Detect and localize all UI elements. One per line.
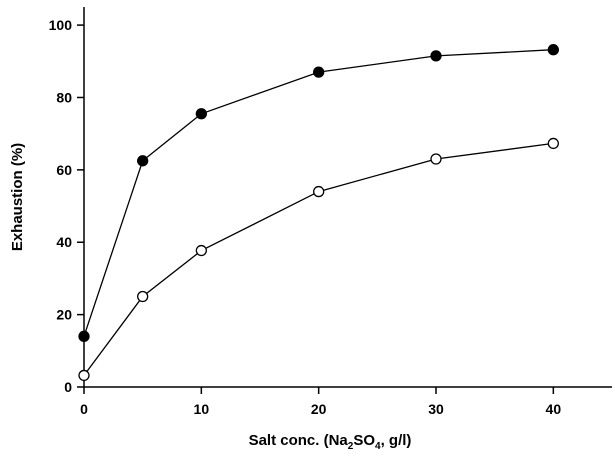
series-group <box>78 44 559 382</box>
y-tick-label: 60 <box>56 162 72 178</box>
x-tick-label: 40 <box>546 401 562 417</box>
plot-area: 0 20 40 60 80 100 0 10 20 30 40 <box>49 7 612 417</box>
y-tick-label: 20 <box>56 307 72 323</box>
x-tick-label: 20 <box>311 401 327 417</box>
x-ticks: 0 10 20 30 40 <box>80 387 561 417</box>
x-tick-label: 0 <box>80 401 88 417</box>
series-2-point <box>195 244 207 257</box>
x-tick-label: 30 <box>428 401 444 417</box>
y-tick-label: 40 <box>56 234 72 250</box>
series-1-point <box>313 66 325 78</box>
y-tick-label: 80 <box>56 89 72 105</box>
series-2-point <box>137 290 149 303</box>
series-2-point <box>430 153 442 165</box>
y-axis-title: Exhaustion (%) <box>9 143 26 251</box>
series-2-point <box>78 369 90 382</box>
series-2-point <box>547 137 559 150</box>
x-axis-title: Salt conc. (Na2SO4, g/l) <box>249 432 412 452</box>
series-1-point <box>547 44 559 56</box>
x-tick-label: 10 <box>194 401 210 417</box>
series-1-point <box>195 108 207 120</box>
y-tick-label: 100 <box>49 17 73 33</box>
y-tick-label: 0 <box>64 379 72 395</box>
series-1-line <box>83 49 554 337</box>
series-1-point <box>430 50 442 62</box>
y-ticks: 0 20 40 60 80 100 <box>49 17 84 395</box>
series-1-point <box>78 330 90 342</box>
series-2-point <box>313 185 325 198</box>
series-2-line <box>83 142 554 376</box>
series-1-point <box>137 155 149 167</box>
